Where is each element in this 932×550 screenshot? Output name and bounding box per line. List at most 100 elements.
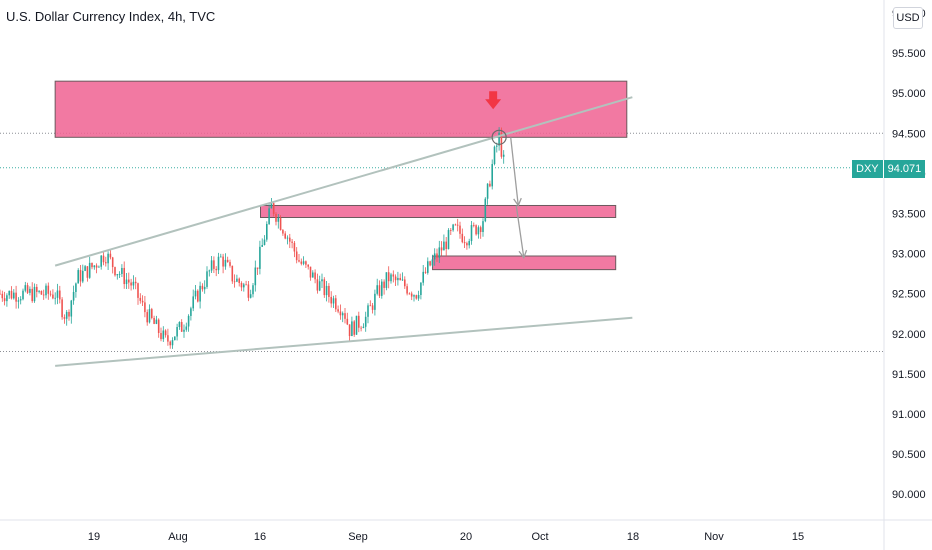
candle-body <box>164 330 167 336</box>
candle-body <box>312 272 314 278</box>
candle-body <box>54 297 56 299</box>
currency-button[interactable]: USD <box>893 7 923 29</box>
down-arrow-icon <box>485 91 502 110</box>
candle-body <box>162 330 165 340</box>
time-tick-label: 19 <box>88 531 100 543</box>
projection-arrow-line <box>510 137 519 206</box>
candle-body <box>231 265 234 282</box>
candle-body <box>137 283 139 298</box>
candle-body <box>385 272 388 288</box>
candle-body <box>63 317 66 319</box>
candle-body <box>70 300 73 317</box>
candle-body <box>440 247 443 251</box>
candle-body <box>79 270 82 282</box>
candle-body <box>201 285 204 290</box>
candle-body <box>272 203 275 215</box>
time-tick-label: Aug <box>168 531 188 543</box>
candle-body <box>1 293 4 299</box>
candle-body <box>56 290 59 298</box>
candle-body <box>367 305 369 317</box>
candle-body <box>486 183 489 199</box>
candle-body <box>390 274 392 282</box>
candle-body <box>174 336 176 341</box>
candle-body <box>160 333 162 340</box>
candle-body <box>496 145 498 147</box>
candle-body <box>445 241 447 250</box>
candle-body <box>29 288 31 293</box>
candle-body <box>109 253 112 258</box>
candle-body <box>77 270 79 284</box>
candle-body <box>167 335 169 342</box>
candle-body <box>284 233 286 239</box>
candle-body <box>482 221 484 233</box>
candle-body <box>259 246 261 269</box>
symbol-label: DXY <box>852 160 884 178</box>
candle-body <box>422 271 424 283</box>
candle-body <box>493 146 496 165</box>
candle-body <box>75 283 77 292</box>
candle-body <box>427 261 429 273</box>
time-tick-label: 15 <box>792 531 804 543</box>
candle-body <box>123 267 125 285</box>
candle-body <box>291 241 293 243</box>
projection-arrow-head <box>518 249 528 259</box>
candle-body <box>134 281 137 284</box>
candle-body <box>144 302 146 313</box>
candle-body <box>454 224 457 226</box>
candle-body <box>351 321 353 337</box>
candle-body <box>86 266 89 278</box>
candle-body <box>300 261 303 264</box>
candle-body <box>116 274 119 276</box>
candle-body <box>220 256 222 258</box>
candle-body <box>98 266 100 268</box>
time-tick-label: 16 <box>254 531 266 543</box>
chart-title: U.S. Dollar Currency Index, 4h, TVC <box>6 9 216 24</box>
candle-body <box>330 296 332 304</box>
candle-body <box>433 253 436 260</box>
candle-body <box>33 286 36 302</box>
candle-body <box>229 262 231 266</box>
candle-body <box>321 279 323 282</box>
candle-body <box>346 318 349 325</box>
candle-body <box>185 326 188 330</box>
candle-body <box>26 285 29 293</box>
candle-body <box>93 265 96 268</box>
candle-body <box>328 285 330 297</box>
candle-body <box>13 292 15 299</box>
trendline <box>55 316 633 367</box>
candle-body <box>194 290 197 297</box>
candle-body <box>438 247 441 258</box>
candle-body <box>95 265 98 268</box>
candle-body <box>121 267 123 274</box>
candle-body <box>424 271 427 273</box>
candle-body <box>473 225 475 226</box>
candle-body <box>210 260 213 271</box>
candle-body <box>429 261 431 266</box>
candle-body <box>169 341 171 346</box>
candle-body <box>180 321 183 332</box>
price-axis-panel <box>884 0 932 550</box>
candle-body <box>22 290 24 300</box>
candle-body <box>256 267 259 269</box>
candle-body <box>125 279 128 285</box>
supply-demand-zone <box>260 204 617 219</box>
trendline <box>54 96 633 267</box>
candle-body <box>399 277 401 281</box>
candles <box>0 127 505 349</box>
candle-body <box>130 282 132 286</box>
candle-body <box>475 225 477 235</box>
time-tick-label: Oct <box>531 531 548 543</box>
candle-body <box>461 233 464 243</box>
price-tick-label: 94.500 <box>892 128 926 140</box>
candle-body <box>47 285 50 294</box>
candle-body <box>484 198 487 222</box>
candle-body <box>157 319 160 334</box>
candle-body <box>415 295 418 299</box>
candle-body <box>3 298 6 302</box>
candle-body <box>10 290 13 299</box>
candle-body <box>213 260 215 269</box>
candle-body <box>114 267 116 276</box>
candle-body <box>447 230 450 250</box>
